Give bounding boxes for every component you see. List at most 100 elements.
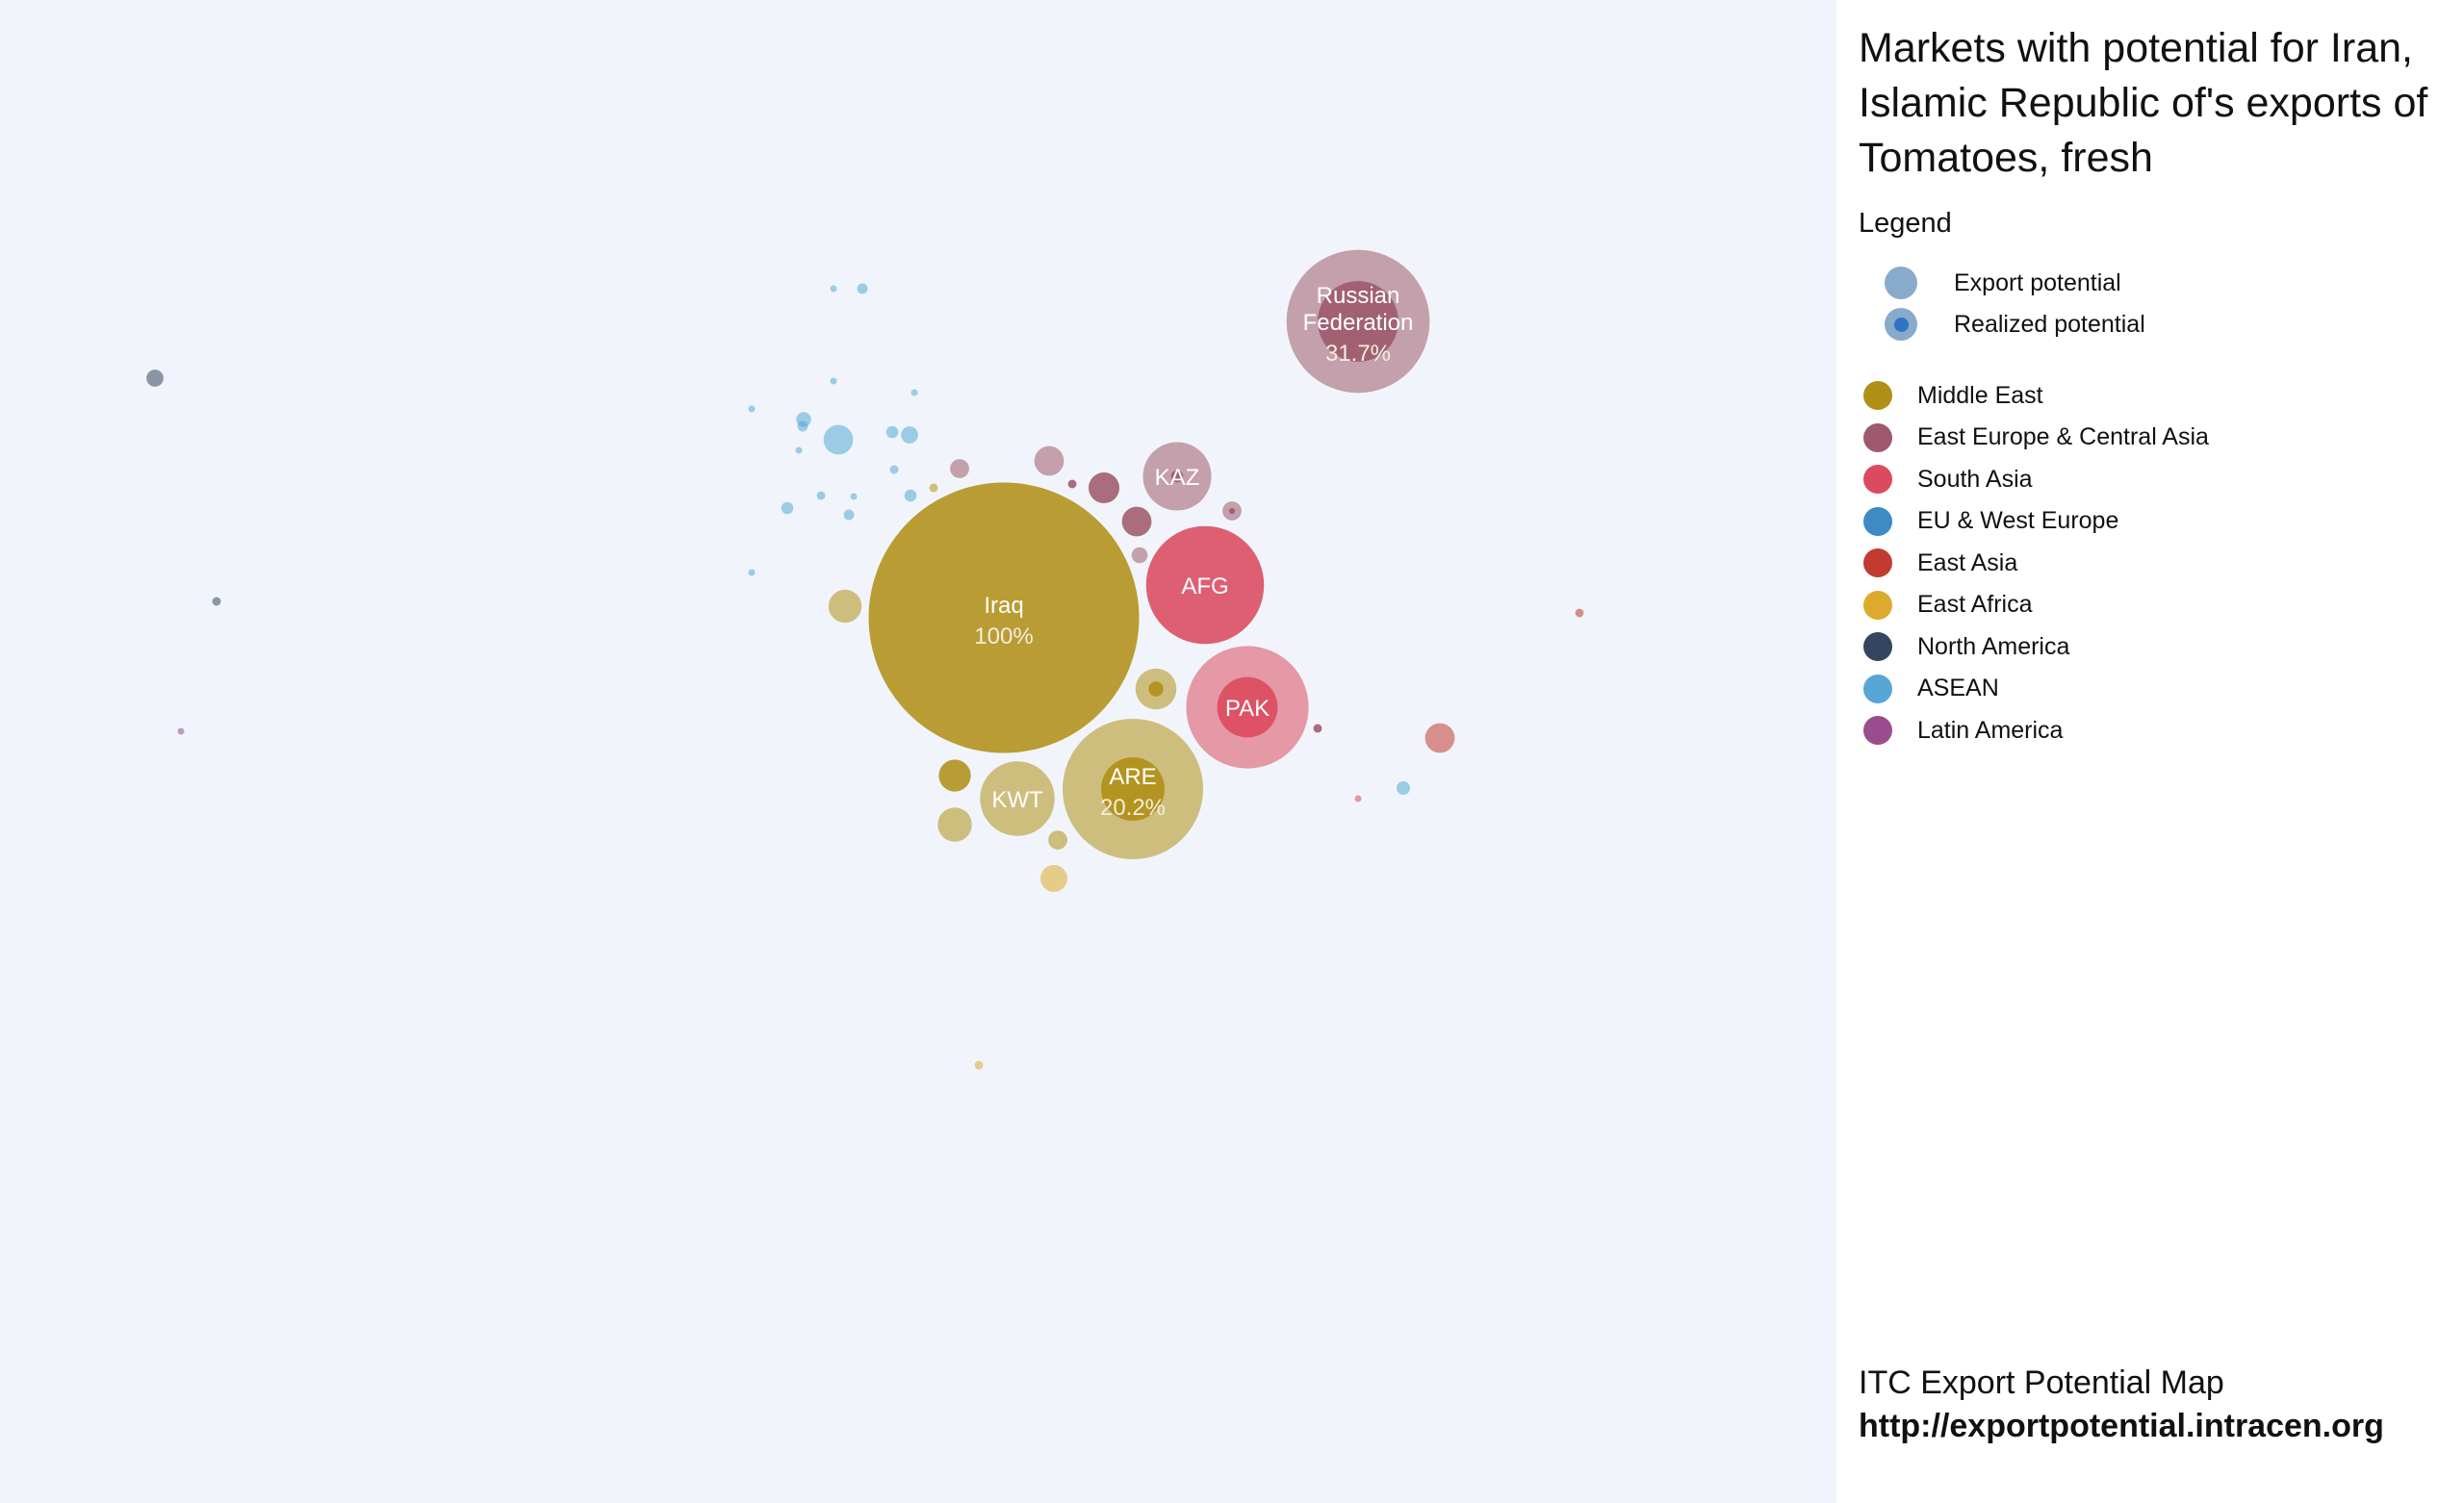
footer-url-link[interactable]: http://exportpotential.intracen.org: [1859, 1408, 2384, 1444]
bubble-kwt[interactable]: KWT: [980, 761, 1055, 836]
export-potential-circle[interactable]: [850, 493, 858, 500]
export-potential-circle[interactable]: [901, 426, 918, 444]
bubble-market[interactable]: [1067, 479, 1077, 489]
bubble-market[interactable]: [1121, 506, 1152, 537]
export-potential-circle[interactable]: [1034, 446, 1065, 476]
export-potential-circle[interactable]: [781, 501, 794, 515]
export-potential-circle[interactable]: [795, 446, 803, 454]
bubble-market[interactable]: [843, 509, 855, 521]
export-potential-circle[interactable]: [911, 389, 918, 396]
bubble-market[interactable]: [950, 459, 969, 478]
bubble-market[interactable]: [901, 426, 918, 444]
export-potential-circle[interactable]: [868, 482, 1140, 753]
bubble-market[interactable]: [781, 501, 794, 515]
bubble-chart-area[interactable]: Iraq 100% Russian Federation 31.7% ARE 20.2% AF…: [0, 0, 1836, 1503]
bubble-market[interactable]: [212, 597, 221, 606]
bubble-iraq[interactable]: Iraq 100%: [868, 482, 1140, 753]
bubble-market[interactable]: [1424, 723, 1455, 753]
bubble-market[interactable]: [797, 420, 808, 432]
bubble-market[interactable]: [904, 489, 917, 502]
bubble-market[interactable]: [1222, 501, 1242, 521]
bubble-market[interactable]: [929, 483, 938, 493]
export-potential-circle[interactable]: [1424, 723, 1455, 753]
bubble-market[interactable]: [748, 569, 756, 576]
export-potential-circle[interactable]: [816, 491, 826, 500]
bubble-market[interactable]: [146, 369, 164, 387]
export-potential-circle[interactable]: [1145, 525, 1265, 645]
export-potential-circle[interactable]: [974, 1060, 984, 1070]
bubble-market[interactable]: [816, 491, 826, 500]
export-potential-circle[interactable]: [843, 509, 855, 521]
bubble-market[interactable]: [889, 465, 899, 474]
export-potential-circle[interactable]: [980, 761, 1055, 836]
export-potential-circle[interactable]: [886, 425, 899, 439]
export-potential-circle[interactable]: [904, 489, 917, 502]
legend-item-region[interactable]: North America: [1863, 630, 2069, 663]
export-potential-circle[interactable]: [938, 759, 971, 792]
bubble-market[interactable]: [823, 424, 854, 455]
bubble-market[interactable]: [177, 727, 185, 735]
export-potential-circle[interactable]: [857, 283, 868, 294]
bubble-market[interactable]: [938, 759, 971, 792]
bubble-are[interactable]: ARE 20.2%: [1062, 718, 1204, 860]
bubble-market[interactable]: [1396, 780, 1411, 796]
legend-item-region[interactable]: Latin America: [1863, 714, 2063, 747]
bubble-market[interactable]: [1040, 864, 1068, 893]
bubble-market[interactable]: [937, 807, 972, 842]
bubble-market[interactable]: [1354, 795, 1362, 802]
bubble-market[interactable]: [1034, 446, 1065, 476]
legend-item-region[interactable]: EU & West Europe: [1863, 505, 2118, 538]
bubble-market[interactable]: [1575, 608, 1584, 618]
legend-item-region[interactable]: Middle East: [1863, 379, 2043, 412]
export-potential-circle[interactable]: [823, 424, 854, 455]
bubble-market[interactable]: [830, 285, 837, 293]
export-potential-circle[interactable]: [1313, 724, 1322, 733]
legend-item-export-potential[interactable]: Export potential: [1885, 267, 2121, 299]
export-potential-circle[interactable]: [146, 369, 164, 387]
export-potential-circle[interactable]: [1088, 471, 1120, 504]
export-potential-circle[interactable]: [1354, 795, 1362, 802]
bubble-market[interactable]: [1313, 724, 1322, 733]
legend-item-region[interactable]: East Asia: [1863, 547, 2017, 579]
export-potential-circle[interactable]: [1131, 547, 1148, 564]
export-potential-circle[interactable]: [748, 405, 756, 413]
export-potential-circle[interactable]: [1067, 479, 1077, 489]
legend-item-region[interactable]: South Asia: [1863, 463, 2033, 496]
export-potential-circle[interactable]: [889, 465, 899, 474]
bubble-market[interactable]: [748, 405, 756, 413]
bubble-market[interactable]: [886, 425, 899, 439]
bubble-market[interactable]: [1088, 471, 1120, 504]
export-potential-circle[interactable]: [797, 420, 808, 432]
bubble-market[interactable]: [850, 493, 858, 500]
legend-item-region[interactable]: East Africa: [1863, 589, 2033, 622]
export-potential-circle[interactable]: [830, 285, 837, 293]
export-potential-circle[interactable]: [950, 459, 969, 478]
export-potential-circle[interactable]: [1396, 780, 1411, 796]
bubble-market[interactable]: [974, 1060, 984, 1070]
bubble-market[interactable]: [1131, 547, 1148, 564]
export-potential-circle[interactable]: [929, 483, 938, 493]
bubble-market[interactable]: [795, 446, 803, 454]
legend-item-realized-potential[interactable]: Realized potential: [1885, 308, 2145, 341]
bubble-market[interactable]: [857, 283, 868, 294]
legend-item-region[interactable]: ASEAN: [1863, 673, 1999, 705]
bubble-pak[interactable]: PAK: [1186, 646, 1309, 769]
bubble-kaz[interactable]: KAZ: [1142, 442, 1212, 511]
export-potential-circle[interactable]: [748, 569, 756, 576]
bubble-market[interactable]: [911, 389, 918, 396]
bubble-afg[interactable]: AFG: [1145, 525, 1265, 645]
export-potential-circle[interactable]: [828, 589, 862, 624]
bubble-market[interactable]: [1048, 830, 1067, 850]
export-potential-circle[interactable]: [1048, 830, 1067, 850]
bubble-market[interactable]: [828, 589, 862, 624]
export-potential-circle[interactable]: [1575, 608, 1584, 618]
export-potential-circle[interactable]: [1040, 864, 1068, 893]
bubble-market[interactable]: [1135, 668, 1177, 710]
export-potential-circle[interactable]: [177, 727, 185, 735]
export-potential-circle[interactable]: [830, 377, 837, 385]
legend-item-region[interactable]: East Europe & Central Asia: [1863, 421, 2209, 454]
export-potential-circle[interactable]: [212, 597, 221, 606]
export-potential-circle[interactable]: [1121, 506, 1152, 537]
